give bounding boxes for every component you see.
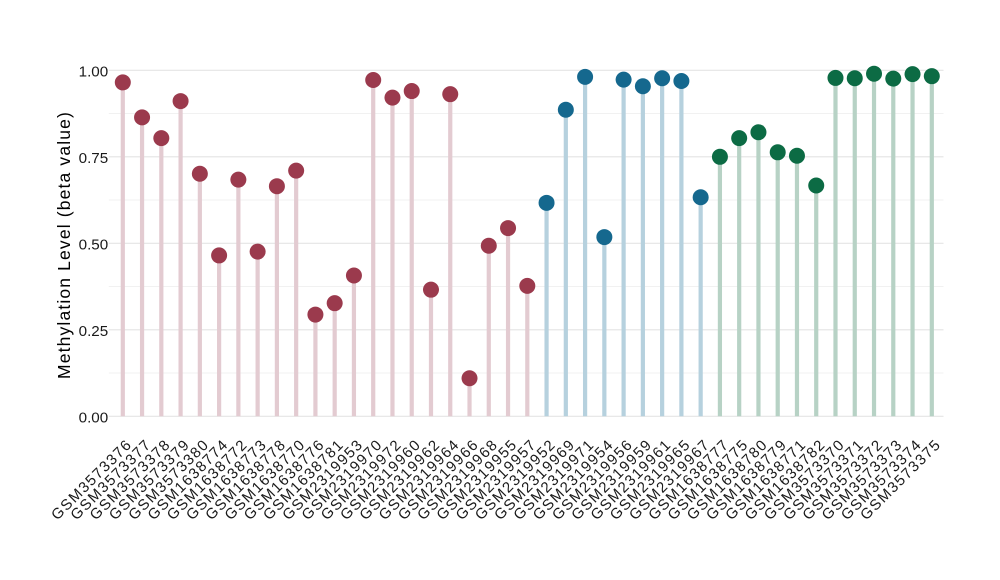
svg-text:1.00: 1.00 xyxy=(79,63,109,80)
svg-text:Methylation Level (beta value): Methylation Level (beta value) xyxy=(54,111,74,379)
svg-text:0.00: 0.00 xyxy=(79,409,109,426)
svg-text:0.75: 0.75 xyxy=(79,150,109,167)
svg-text:0.25: 0.25 xyxy=(79,323,109,340)
svg-text:0.50: 0.50 xyxy=(79,236,109,253)
